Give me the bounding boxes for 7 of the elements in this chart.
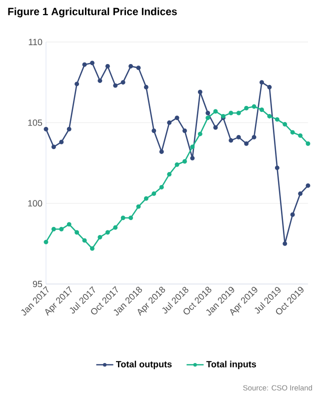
y-tick-label: 100 bbox=[28, 200, 42, 207]
y-tick-label: 95 bbox=[32, 280, 42, 288]
y-tick-label: 110 bbox=[28, 38, 42, 46]
legend-label: Total outputs bbox=[116, 360, 172, 370]
y-tick-label: 105 bbox=[28, 119, 42, 126]
legend-label: Total inputs bbox=[206, 360, 256, 370]
chart-title: Figure 1 Agricultural Price Indices bbox=[8, 8, 177, 18]
